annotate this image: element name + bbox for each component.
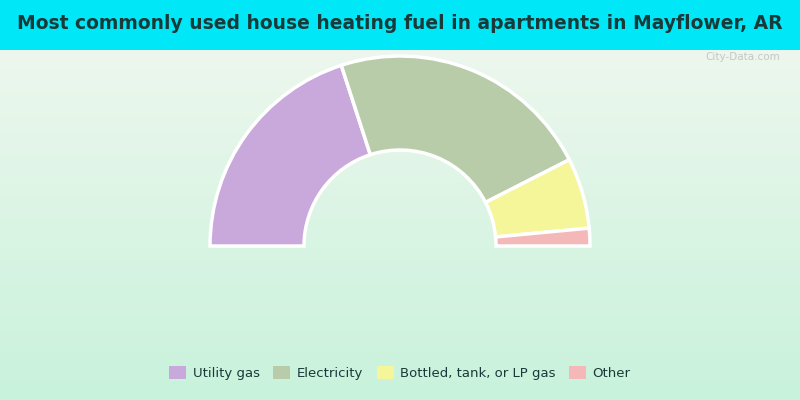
Wedge shape [210,65,370,246]
Wedge shape [342,56,570,202]
Text: Most commonly used house heating fuel in apartments in Mayflower, AR: Most commonly used house heating fuel in… [17,14,783,33]
Wedge shape [486,160,589,237]
Wedge shape [495,228,590,246]
Text: City-Data.com: City-Data.com [706,52,780,62]
Legend: Utility gas, Electricity, Bottled, tank, or LP gas, Other: Utility gas, Electricity, Bottled, tank,… [166,362,634,384]
